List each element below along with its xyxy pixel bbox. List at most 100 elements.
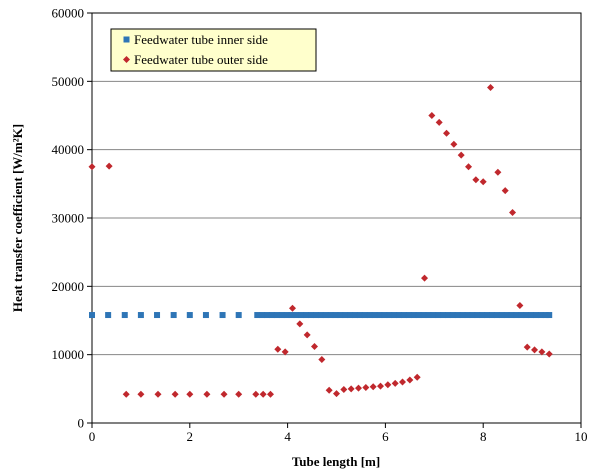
inner-side-point — [464, 312, 471, 319]
inner-side-point — [440, 312, 447, 319]
inner-side-point — [430, 312, 437, 319]
inner-side-point — [293, 312, 300, 319]
inner-side-point — [391, 312, 398, 319]
inner-side-point — [308, 312, 315, 319]
inner-side-point — [537, 312, 544, 319]
inner-side-point — [322, 312, 329, 319]
outer-side-point — [457, 151, 465, 159]
y-axis-title: Heat transfer coefficient [W/m²K] — [10, 124, 25, 312]
inner-side-point — [254, 312, 261, 319]
legend-label-inner-side: Feedwater tube inner side — [134, 32, 268, 47]
legend-box — [110, 28, 317, 72]
inner-side-point — [396, 312, 403, 319]
outer-side-point — [523, 343, 531, 351]
inner-side-point — [479, 312, 486, 319]
inner-side-point — [288, 312, 295, 319]
outer-side-point — [391, 379, 399, 387]
inner-side-point — [283, 312, 290, 319]
inner-side-point — [342, 312, 349, 319]
inner-side-point — [498, 312, 505, 319]
inner-side-point — [186, 312, 193, 319]
x-tick-label: 2 — [187, 429, 194, 444]
outer-side-point — [399, 378, 407, 386]
inner-side-point — [278, 312, 285, 319]
outer-side-point — [203, 390, 211, 398]
outer-side-point — [509, 209, 517, 217]
inner-side-point — [381, 312, 388, 319]
gridlines — [92, 80, 581, 356]
outer-side-point — [235, 390, 243, 398]
outer-side-point — [362, 383, 370, 391]
outer-side-point — [310, 342, 318, 350]
inner-side-point — [137, 312, 144, 319]
inner-side-point — [489, 312, 496, 319]
inner-side-point — [469, 312, 476, 319]
inner-side-point — [347, 312, 354, 319]
inner-side-point — [332, 312, 339, 319]
outer-side-point — [435, 118, 443, 126]
outer-side-point — [487, 83, 495, 91]
inner-side-point — [454, 312, 461, 319]
outer-side-point — [369, 383, 377, 391]
outer-side-point — [252, 390, 260, 398]
inner-side-point — [508, 312, 515, 319]
inner-side-point — [259, 312, 266, 319]
outer-side-point — [186, 390, 194, 398]
inner-side-point — [219, 312, 226, 319]
x-tick-label: 6 — [382, 429, 389, 444]
outer-side-point — [545, 350, 553, 358]
inner-side-point — [435, 312, 442, 319]
inner-side-point — [405, 312, 412, 319]
outer-side-point — [428, 112, 436, 119]
x-tick-label: 10 — [575, 429, 588, 444]
inner-side-point — [154, 312, 161, 319]
outer-side-point — [472, 176, 480, 184]
outer-side-point — [325, 386, 333, 394]
legend: Feedwater tube inner side Feedwater tube… — [110, 28, 317, 72]
inner-side-point — [400, 312, 407, 319]
outer-side-point — [88, 163, 96, 171]
outer-side-point — [105, 162, 113, 170]
outer-side-point — [318, 355, 326, 363]
outer-side-point — [340, 386, 348, 394]
outer-side-point — [274, 345, 282, 353]
inner-side-point — [523, 312, 530, 319]
inner-side-point — [121, 312, 128, 319]
outer-side-point — [355, 384, 363, 392]
y-tick-label: 10000 — [52, 347, 85, 362]
outer-side-point — [501, 187, 509, 195]
inner-side-point — [105, 312, 112, 319]
outer-side-point — [538, 348, 546, 356]
inner-side-point — [518, 312, 525, 319]
inner-side-point — [376, 312, 383, 319]
inner-side-point — [337, 312, 344, 319]
outer-side-point — [171, 390, 179, 398]
inner-side-point — [361, 312, 368, 319]
inner-side-point — [352, 312, 359, 319]
outer-side-point — [333, 390, 340, 398]
inner-side-point — [202, 312, 209, 319]
inner-side-point — [386, 312, 393, 319]
inner-side-point — [449, 312, 456, 319]
inner-side-point — [410, 312, 417, 319]
y-tick-label: 0 — [78, 416, 85, 431]
inner-side-point — [235, 312, 242, 319]
legend-label-outer-side: Feedwater tube outer side — [134, 52, 268, 67]
outer-side-point — [347, 385, 355, 393]
outer-side-point — [450, 140, 458, 148]
inner-side-point — [371, 312, 378, 319]
inner-side-point — [484, 312, 491, 319]
outer-side-point — [220, 390, 228, 398]
outer-side-point — [377, 382, 385, 390]
outer-side-point — [259, 390, 267, 398]
series-1 — [89, 312, 553, 319]
inner-side-point — [474, 312, 481, 319]
outer-side-point — [479, 178, 487, 186]
inner-side-point — [546, 312, 553, 319]
x-tick-label: 8 — [480, 429, 487, 444]
outer-side-point — [137, 390, 145, 398]
inner-side-point — [420, 312, 427, 319]
inner-side-point — [459, 312, 466, 319]
